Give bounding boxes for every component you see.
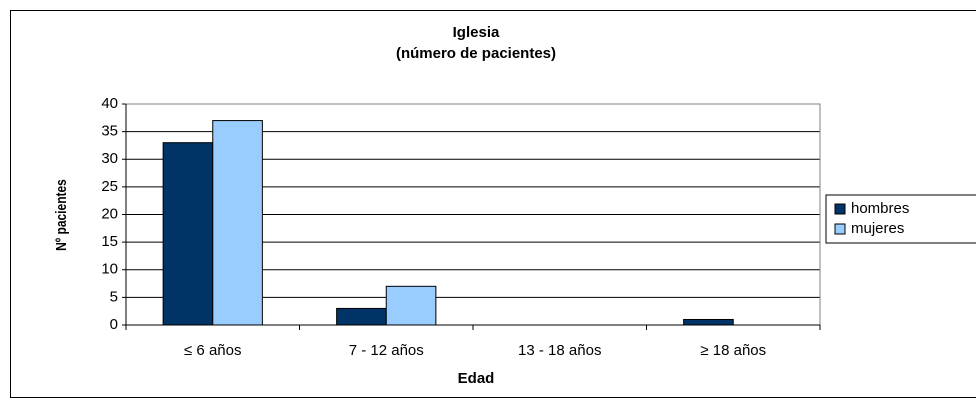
- y-tick-label: 30: [101, 150, 118, 167]
- chart-title: Iglesia: [453, 24, 500, 41]
- legend-label: hombres: [851, 200, 909, 217]
- bar: [336, 307, 387, 326]
- x-tick-label: ≥ 18 años: [700, 342, 766, 359]
- y-tick-label: 20: [101, 205, 118, 222]
- y-tick-label: 40: [101, 95, 118, 112]
- x-tick-label: 7 - 12 años: [349, 342, 424, 359]
- x-axis-label: Edad: [458, 370, 495, 387]
- legend-swatch: [834, 223, 846, 235]
- x-tick-label: ≤ 6 años: [184, 342, 241, 359]
- y-tick-label: 25: [101, 178, 118, 195]
- y-tick-label: 15: [101, 233, 118, 250]
- bar: [385, 285, 437, 326]
- y-tick-label: 5: [110, 288, 118, 305]
- bar: [162, 142, 214, 326]
- chart-subtitle: (número de pacientes): [396, 45, 556, 62]
- bar: [683, 318, 734, 326]
- legend-box: [825, 194, 976, 244]
- y-tick-label: 35: [101, 123, 118, 140]
- x-tick-label: 13 - 18 años: [518, 342, 601, 359]
- legend-swatch: [834, 203, 846, 215]
- y-axis-label: Nº pacientes: [53, 179, 70, 251]
- legend-label: mujeres: [851, 220, 904, 237]
- y-tick-label: 10: [101, 261, 118, 278]
- y-tick-label: 0: [110, 316, 118, 333]
- bar: [212, 120, 263, 326]
